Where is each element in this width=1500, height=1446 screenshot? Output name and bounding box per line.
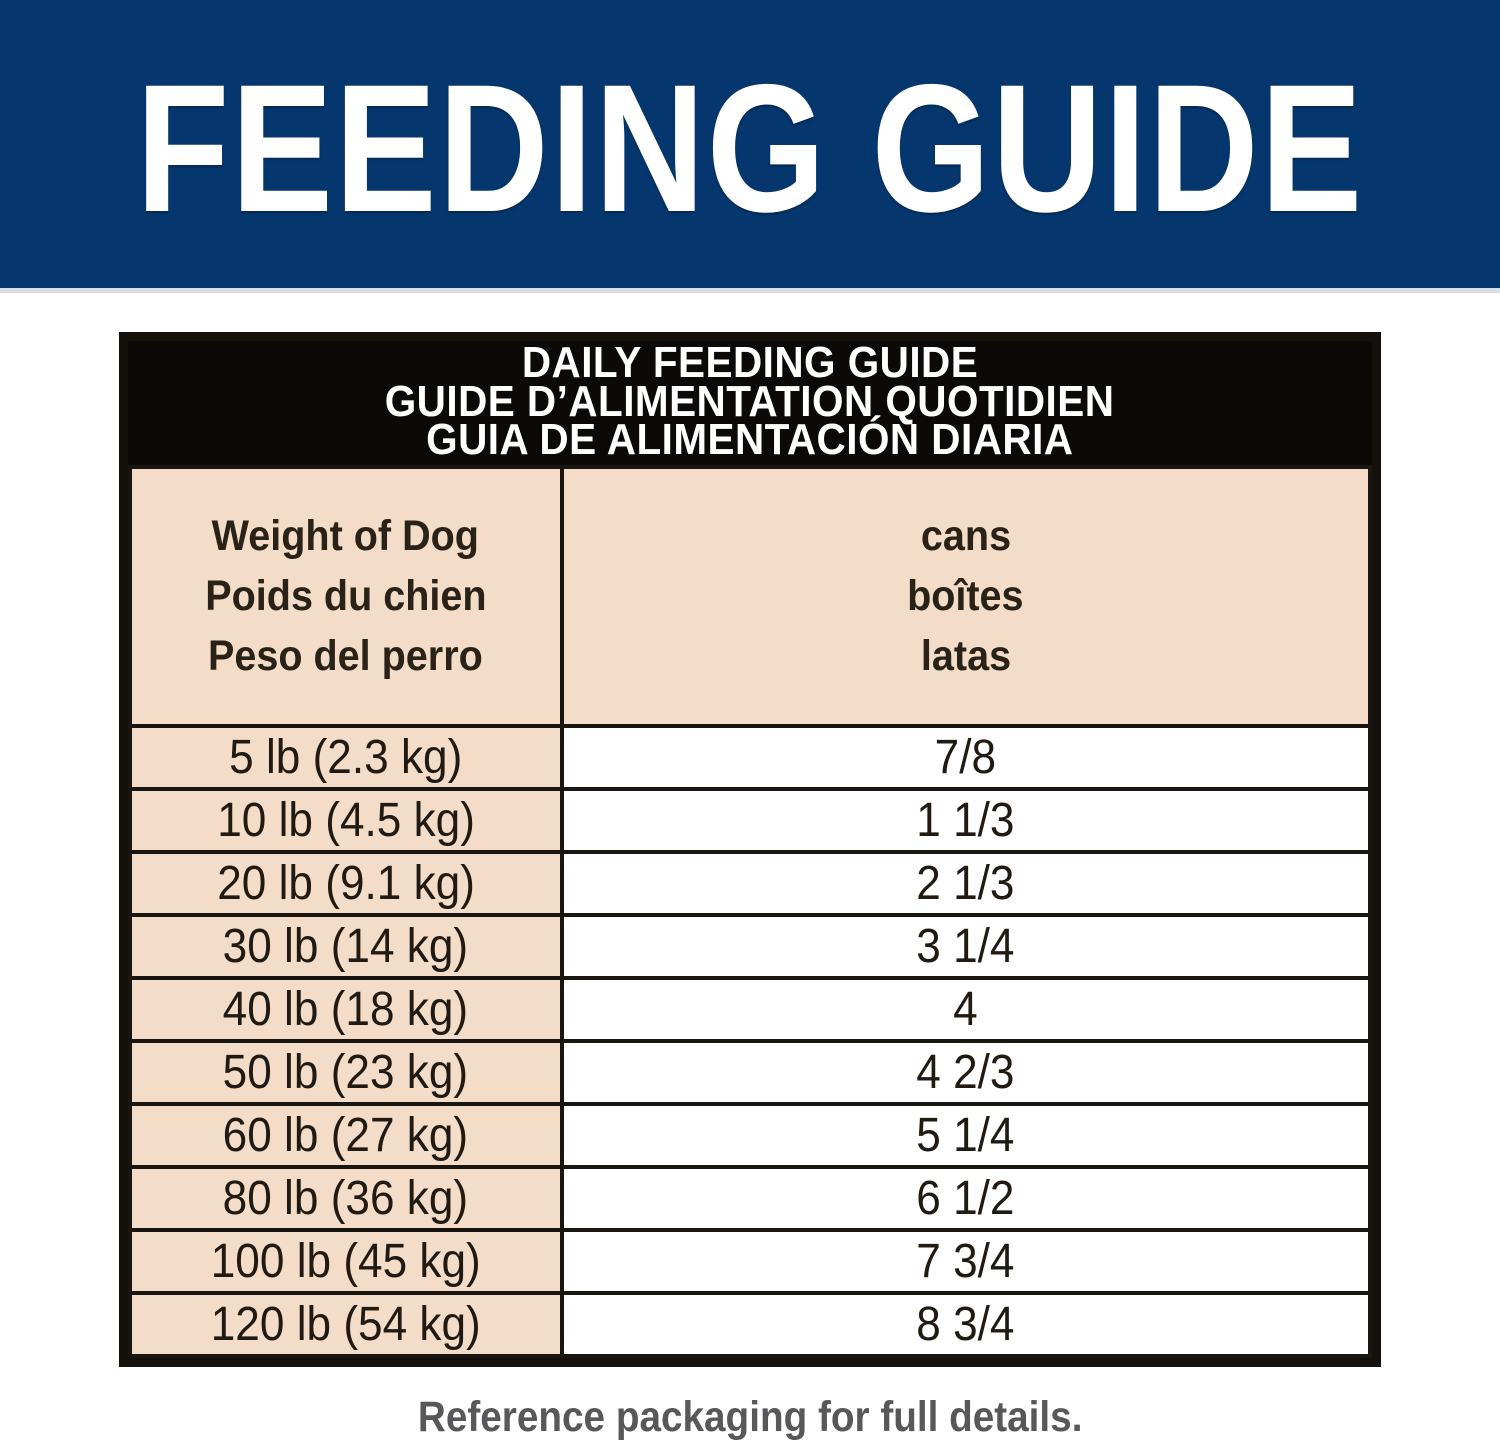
feeding-guide-banner: FEEDING GUIDE xyxy=(0,0,1500,288)
cans-cell: 4 xyxy=(559,975,1373,1043)
cans-cell: 2 1/3 xyxy=(559,849,1373,917)
table-title-text-es: GUIA DE ALIMENTACIÓN DIARIA xyxy=(426,415,1074,464)
weight-cell: 60 lb (27 kg) xyxy=(128,1101,564,1169)
cans-cell: 4 2/3 xyxy=(559,1038,1373,1106)
weight-value: 120 lb (54 kg) xyxy=(210,1297,481,1351)
cans-cell: 6 1/2 xyxy=(559,1164,1373,1232)
cans-cell: 1 1/3 xyxy=(559,786,1373,854)
feeding-table: Weight of Dog Poids du chien Peso del pe… xyxy=(128,464,1373,1358)
weight-cell: 5 lb (2.3 kg) xyxy=(128,723,564,791)
table-row: 30 lb (14 kg) 3 1/4 xyxy=(128,912,1373,980)
weight-header-line-fr: Poids du chien xyxy=(132,566,560,626)
table-title-text-fr: GUIDE D’ALIMENTATION QUOTIDIEN xyxy=(385,376,1115,426)
weight-cell: 40 lb (18 kg) xyxy=(128,975,564,1043)
table-row: 40 lb (18 kg) 4 xyxy=(128,975,1373,1043)
cans-value: 4 xyxy=(953,982,979,1036)
cans-header-text-en: cans xyxy=(920,512,1011,560)
weight-cell: 30 lb (14 kg) xyxy=(128,912,564,980)
weight-header-text-en: Weight of Dog xyxy=(212,512,480,560)
cans-value: 3 1/4 xyxy=(916,919,1015,973)
weight-header-text-es: Peso del perro xyxy=(208,632,484,680)
footer-note: Reference packaging for full details. xyxy=(0,1393,1500,1442)
banner-underline xyxy=(0,288,1500,293)
weight-cell: 20 lb (9.1 kg) xyxy=(128,849,564,917)
cans-header-text-es: latas xyxy=(920,632,1011,680)
cans-value: 1 1/3 xyxy=(916,793,1015,847)
cans-cell: 3 1/4 xyxy=(559,912,1373,980)
cans-header-line-es: latas xyxy=(564,626,1368,686)
weight-value: 20 lb (9.1 kg) xyxy=(216,856,475,910)
table-row: 120 lb (54 kg) 8 3/4 xyxy=(128,1290,1373,1358)
cans-value: 4 2/3 xyxy=(916,1045,1015,1099)
cans-cell: 7 3/4 xyxy=(559,1227,1373,1295)
weight-header-line-es: Peso del perro xyxy=(132,626,560,686)
cans-header-line-en: cans xyxy=(564,506,1368,566)
table-title-band: DAILY FEEDING GUIDE GUIDE D’ALIMENTATION… xyxy=(128,341,1372,465)
weight-column-header: Weight of Dog Poids du chien Peso del pe… xyxy=(128,464,564,728)
table-header: Weight of Dog Poids du chien Peso del pe… xyxy=(128,464,1373,728)
weight-value: 5 lb (2.3 kg) xyxy=(229,730,463,784)
table-row: 10 lb (4.5 kg) 1 1/3 xyxy=(128,786,1373,854)
cans-value: 7/8 xyxy=(935,730,997,784)
table-title-line-es: GUIA DE ALIMENTACIÓN DIARIA xyxy=(128,415,1372,464)
table-title-text-en: DAILY FEEDING GUIDE xyxy=(521,338,979,387)
weight-value: 30 lb (14 kg) xyxy=(223,919,469,973)
table-row: 50 lb (23 kg) 4 2/3 xyxy=(128,1038,1373,1106)
weight-cell: 50 lb (23 kg) xyxy=(128,1038,564,1106)
cans-value: 8 3/4 xyxy=(916,1297,1015,1351)
cans-value: 2 1/3 xyxy=(916,856,1015,910)
weight-cell: 100 lb (45 kg) xyxy=(128,1227,564,1295)
cans-value: 6 1/2 xyxy=(916,1171,1015,1225)
weight-cell: 10 lb (4.5 kg) xyxy=(128,786,564,854)
header-row: Weight of Dog Poids du chien Peso del pe… xyxy=(128,464,1373,728)
weight-value: 60 lb (27 kg) xyxy=(223,1108,469,1162)
weight-header-line-en: Weight of Dog xyxy=(132,506,560,566)
table-title-line-en: DAILY FEEDING GUIDE xyxy=(128,338,1372,387)
weight-header-text-fr: Poids du chien xyxy=(205,572,487,620)
table-body: 5 lb (2.3 kg) 7/8 10 lb (4.5 kg) 1 1/3 2… xyxy=(128,723,1373,1358)
table-row: 5 lb (2.3 kg) 7/8 xyxy=(128,723,1373,791)
cans-value: 7 3/4 xyxy=(916,1234,1015,1288)
cans-cell: 8 3/4 xyxy=(559,1290,1373,1358)
table-row: 60 lb (27 kg) 5 1/4 xyxy=(128,1101,1373,1169)
cans-value: 5 1/4 xyxy=(916,1108,1015,1162)
cans-column-header: cans boîtes latas xyxy=(559,464,1373,728)
banner-title: FEEDING GUIDE xyxy=(135,46,1364,250)
table-row: 100 lb (45 kg) 7 3/4 xyxy=(128,1227,1373,1295)
weight-value: 10 lb (4.5 kg) xyxy=(216,793,475,847)
weight-cell: 120 lb (54 kg) xyxy=(128,1290,564,1358)
table-row: 20 lb (9.1 kg) 2 1/3 xyxy=(128,849,1373,917)
weight-cell: 80 lb (36 kg) xyxy=(128,1164,564,1232)
cans-header-text-fr: boîtes xyxy=(907,572,1025,620)
table-title-line-fr: GUIDE D’ALIMENTATION QUOTIDIEN xyxy=(128,376,1372,426)
cans-cell: 7/8 xyxy=(559,723,1373,791)
weight-value: 50 lb (23 kg) xyxy=(223,1045,469,1099)
weight-value: 40 lb (18 kg) xyxy=(223,982,469,1036)
table-row: 80 lb (36 kg) 6 1/2 xyxy=(128,1164,1373,1232)
footer-note-text: Reference packaging for full details. xyxy=(417,1392,1083,1441)
cans-cell: 5 1/4 xyxy=(559,1101,1373,1169)
weight-value: 100 lb (45 kg) xyxy=(210,1234,481,1288)
weight-value: 80 lb (36 kg) xyxy=(223,1171,469,1225)
cans-header-line-fr: boîtes xyxy=(564,566,1368,626)
daily-feeding-guide-table: DAILY FEEDING GUIDE GUIDE D’ALIMENTATION… xyxy=(119,332,1381,1367)
